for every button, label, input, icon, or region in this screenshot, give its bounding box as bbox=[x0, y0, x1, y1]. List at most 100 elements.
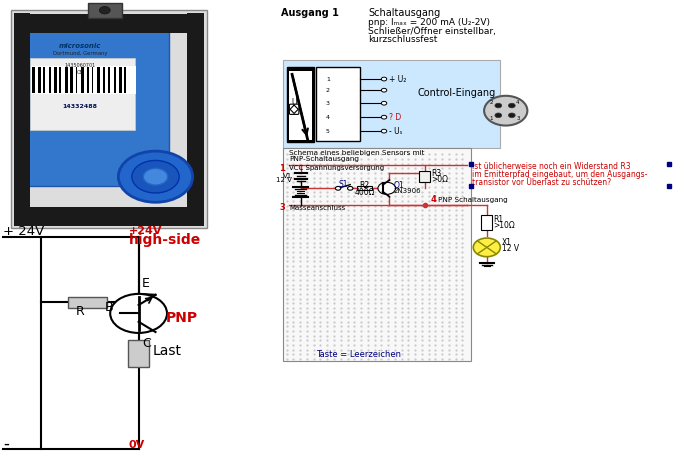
Text: 14332488: 14332488 bbox=[62, 105, 97, 109]
Circle shape bbox=[99, 7, 110, 14]
Text: Dortmund, Germany: Dortmund, Germany bbox=[52, 51, 107, 56]
Circle shape bbox=[382, 101, 386, 105]
Bar bbox=[420, 171, 430, 182]
Text: 1: 1 bbox=[279, 164, 286, 173]
Bar bbox=[76, 67, 77, 93]
Bar bbox=[38, 67, 41, 93]
Text: R: R bbox=[75, 305, 84, 318]
Bar bbox=[124, 67, 126, 93]
Bar bbox=[43, 67, 45, 93]
Bar bbox=[283, 60, 500, 148]
Text: + U₂: + U₂ bbox=[388, 74, 406, 84]
Text: Schema eines beliebigen Sensors mit: Schema eines beliebigen Sensors mit bbox=[289, 151, 425, 156]
Text: V1: V1 bbox=[283, 173, 292, 179]
Text: high-side: high-side bbox=[128, 233, 201, 247]
Text: im Emitterpfad eingebaut, um den Ausgangs-: im Emitterpfad eingebaut, um den Ausgang… bbox=[472, 170, 647, 179]
Text: X1: X1 bbox=[502, 238, 512, 247]
Bar bbox=[119, 67, 121, 93]
Circle shape bbox=[484, 96, 527, 126]
Bar bbox=[108, 67, 110, 93]
Text: 5: 5 bbox=[326, 129, 330, 133]
Bar bbox=[14, 207, 204, 226]
Circle shape bbox=[382, 129, 386, 133]
Circle shape bbox=[473, 238, 500, 257]
Bar bbox=[92, 67, 93, 93]
Text: microsonic: microsonic bbox=[59, 44, 101, 49]
Bar bbox=[317, 67, 360, 141]
Text: R3: R3 bbox=[431, 169, 442, 179]
Text: Ausgang 1: Ausgang 1 bbox=[281, 8, 339, 18]
Circle shape bbox=[495, 113, 502, 118]
Circle shape bbox=[335, 186, 341, 190]
Text: >10Ω: >10Ω bbox=[493, 221, 515, 231]
Text: E: E bbox=[142, 277, 150, 290]
Text: 12 V: 12 V bbox=[276, 178, 292, 183]
Text: S1: S1 bbox=[339, 179, 348, 189]
Circle shape bbox=[382, 77, 386, 81]
Text: Control-Eingang: Control-Eingang bbox=[418, 88, 496, 98]
Text: Schließer/Öffner einstellbar,: Schließer/Öffner einstellbar, bbox=[368, 27, 496, 36]
Text: 2: 2 bbox=[490, 100, 493, 105]
Text: 1: 1 bbox=[490, 116, 493, 120]
Circle shape bbox=[509, 113, 515, 118]
Bar bbox=[43, 67, 45, 93]
Bar bbox=[31, 66, 136, 94]
Text: 400Ω: 400Ω bbox=[354, 188, 375, 197]
Text: ? D: ? D bbox=[388, 113, 401, 122]
Bar bbox=[65, 67, 68, 93]
Bar bbox=[30, 58, 135, 130]
Bar bbox=[124, 67, 126, 93]
Bar bbox=[27, 28, 169, 186]
Text: R2: R2 bbox=[359, 180, 369, 190]
Text: 0V: 0V bbox=[128, 440, 145, 451]
Text: 1435060701: 1435060701 bbox=[64, 63, 95, 67]
Bar bbox=[81, 67, 84, 93]
Bar bbox=[97, 67, 100, 93]
Text: 4: 4 bbox=[431, 195, 437, 205]
Bar bbox=[68, 297, 107, 308]
Text: B: B bbox=[105, 301, 114, 314]
Bar bbox=[59, 67, 61, 93]
Text: + 24V: + 24V bbox=[3, 225, 45, 238]
Text: transistor vor Überlast zu schützen?: transistor vor Überlast zu schützen? bbox=[472, 178, 611, 187]
Bar bbox=[59, 67, 61, 93]
Text: R1: R1 bbox=[493, 215, 504, 225]
FancyBboxPatch shape bbox=[289, 104, 299, 114]
Text: PNP: PNP bbox=[166, 311, 198, 325]
Bar bbox=[86, 67, 89, 93]
Bar bbox=[14, 14, 204, 33]
Bar bbox=[288, 71, 312, 140]
Text: - Uₛ: - Uₛ bbox=[388, 126, 402, 136]
Text: 4: 4 bbox=[326, 115, 330, 120]
Circle shape bbox=[495, 103, 502, 108]
Bar bbox=[97, 67, 100, 93]
Text: 4: 4 bbox=[516, 100, 520, 105]
Circle shape bbox=[348, 186, 353, 190]
Text: Q1: Q1 bbox=[393, 180, 404, 190]
Bar bbox=[32, 67, 35, 93]
Bar bbox=[14, 13, 204, 226]
Text: 2: 2 bbox=[326, 88, 330, 93]
Bar bbox=[128, 340, 149, 367]
Text: Taste = Leerzeichen: Taste = Leerzeichen bbox=[316, 350, 401, 359]
Text: >0Ω: >0Ω bbox=[431, 174, 448, 184]
Bar bbox=[283, 148, 471, 361]
Bar bbox=[38, 67, 41, 93]
Bar bbox=[76, 67, 77, 93]
Bar bbox=[114, 67, 117, 93]
Bar bbox=[65, 67, 68, 93]
Text: 2N3906: 2N3906 bbox=[393, 188, 421, 194]
Text: PNP Schaltausgang: PNP Schaltausgang bbox=[438, 197, 508, 203]
Bar bbox=[103, 67, 106, 93]
Bar bbox=[119, 67, 121, 93]
Bar bbox=[14, 13, 30, 226]
Bar bbox=[92, 67, 93, 93]
Bar bbox=[70, 67, 73, 93]
Bar bbox=[108, 67, 110, 93]
Bar bbox=[103, 67, 106, 93]
Text: CE: CE bbox=[77, 70, 83, 74]
Text: C: C bbox=[142, 337, 150, 350]
Text: 3: 3 bbox=[326, 101, 330, 106]
Text: +24V: +24V bbox=[128, 226, 162, 236]
Circle shape bbox=[144, 168, 168, 185]
